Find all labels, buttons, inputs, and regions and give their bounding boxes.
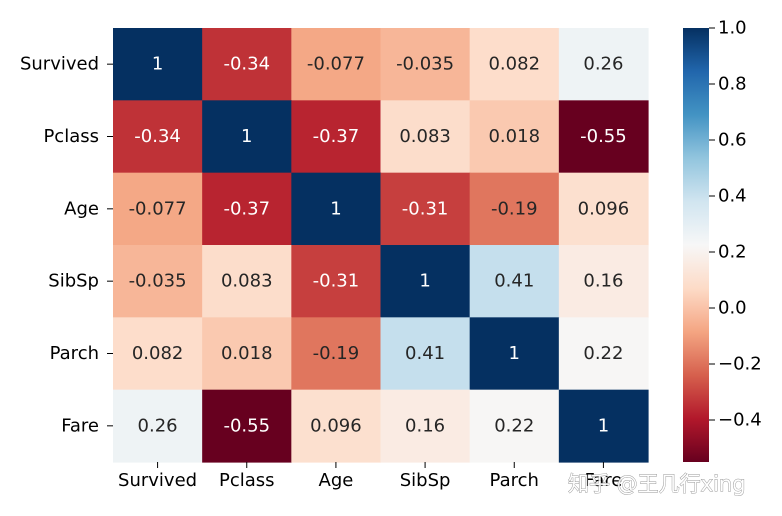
heatmap-cell-parch-sibsp [380,317,471,391]
heatmap-cell-parch-age [291,317,382,391]
colorbar-tick-label: −0.2 [718,354,762,375]
heatmap-cell-sibsp-age [291,245,382,318]
x-axis: Survived Pclass Age SibSp Parch Fare [118,462,622,491]
heatmap-cell-age-age [291,172,382,246]
heatmap-cell-sibsp-survived [113,245,203,318]
heatmap-cell-pclass-survived [113,100,203,174]
cell-annotation: 0.083 [221,271,273,292]
heatmap-cell-survived-sibsp [380,28,471,101]
heatmap-cell-pclass-fare [558,100,649,174]
heatmap-cell-pclass-parch [469,100,560,174]
cell-annotation: 0.096 [578,198,630,219]
heatmap-cell-age-sibsp [380,172,471,246]
cell-annotation: 1 [241,126,252,147]
x-tick-label: Pclass [219,470,275,491]
colorbar: 1.0 0.8 0.6 0.4 0.2 0.0 −0.2 −0.4 [683,18,762,462]
watermark: 知乎 @王几行xing [568,472,746,496]
cell-annotation: 0.41 [405,343,445,364]
cell-annotation: -0.55 [223,415,270,436]
x-tick-label: SibSp [400,470,451,491]
y-tick-label: Fare [61,415,99,436]
cell-annotation: 0.082 [132,343,184,364]
cell-annotation: 1 [509,343,520,364]
x-tick-label: Parch [490,470,539,491]
heatmap-cell-survived-survived [113,28,203,101]
heatmap-cell-pclass-pclass [202,100,292,174]
cell-annotation: -0.37 [223,198,270,219]
heatmap-cell-survived-pclass [202,28,292,101]
cell-annotation: -0.035 [396,54,454,75]
cell-annotation: 0.082 [488,54,540,75]
heatmap-cell-survived-parch [469,28,560,101]
heatmap-cell-sibsp-parch [469,245,560,318]
colorbar-tick-label: 0.4 [718,186,747,207]
cell-annotation: -0.035 [129,271,187,292]
y-tick-label: Survived [20,54,99,75]
cell-annotation: 0.26 [138,415,178,436]
heatmap-cell-pclass-sibsp [380,100,471,174]
x-tick-label: Age [319,470,354,491]
cell-annotation: 0.26 [583,54,623,75]
colorbar-tick-label: −0.4 [718,410,762,431]
heatmap-cell-age-parch [469,172,560,246]
cell-annotation: 1 [419,271,430,292]
heatmap-cell-survived-fare [558,28,649,101]
heatmap-cell-sibsp-pclass [202,245,292,318]
heatmap-cell-fare-survived [113,389,203,463]
cell-annotation: -0.077 [307,54,365,75]
colorbar-tick-label: 1.0 [718,18,747,39]
cell-annotation: -0.34 [134,126,181,147]
heatmap-cell-fare-pclass [202,389,292,463]
heatmap-cell-sibsp-fare [558,245,649,318]
colorbar-gradient [683,28,709,462]
colorbar-tick-label: 0.6 [718,130,747,151]
colorbar-tick-label: 0.0 [718,298,747,319]
cell-annotation: 0.018 [221,343,273,364]
y-axis: Survived Pclass Age SibSp Parch Fare [20,54,113,436]
y-tick-label: Parch [50,343,99,364]
cell-annotation: 1 [598,415,609,436]
heatmap-cell-age-survived [113,172,203,246]
cell-annotation: 1 [152,54,163,75]
heatmap-cell-pclass-age [291,100,382,174]
heatmap-cell-parch-survived [113,317,203,391]
x-tick-label: Fare [585,470,623,491]
heatmap-cell-sibsp-sibsp [380,245,471,318]
cell-annotation: 0.16 [405,415,445,436]
cell-annotation: 0.096 [310,415,362,436]
cell-annotation: -0.31 [402,198,449,219]
cell-annotation: -0.37 [313,126,360,147]
cell-annotation: 0.41 [494,271,534,292]
cell-annotation: 1 [330,198,341,219]
heatmap-cell-age-pclass [202,172,292,246]
cell-annotation: 0.083 [399,126,451,147]
cell-annotation: -0.34 [223,54,270,75]
y-tick-label: SibSp [48,271,99,292]
y-tick-label: Age [64,198,99,219]
colorbar-tick-label: 0.8 [718,74,747,95]
heatmap-cells: 1 -0.34 -0.077 -0.035 0.082 0.26 -0.34 1 -0.37 0.… [113,28,649,463]
heatmap-cell-fare-age [291,389,382,463]
heatmap-cell-fare-fare [558,389,649,463]
colorbar-tick-label: 0.2 [718,242,747,263]
cell-annotation: -0.31 [313,271,360,292]
cell-annotation: 0.018 [488,126,540,147]
heatmap-cell-survived-age [291,28,382,101]
y-tick-label: Pclass [43,126,99,147]
heatmap-cell-parch-fare [558,317,649,391]
cell-annotation: -0.19 [313,343,360,364]
cell-annotation: -0.077 [129,198,187,219]
heatmap-cell-fare-sibsp [380,389,471,463]
heatmap-cell-parch-parch [469,317,560,391]
heatmap-cell-parch-pclass [202,317,292,391]
cell-annotation: 0.22 [494,415,534,436]
cell-annotation: 0.22 [583,343,623,364]
heatmap-cell-fare-parch [469,389,560,463]
heatmap-cell-age-fare [558,172,649,246]
cell-annotation: 0.16 [583,271,623,292]
cell-annotation: -0.19 [491,198,538,219]
cell-annotation: -0.55 [580,126,627,147]
x-tick-label: Survived [118,470,197,491]
